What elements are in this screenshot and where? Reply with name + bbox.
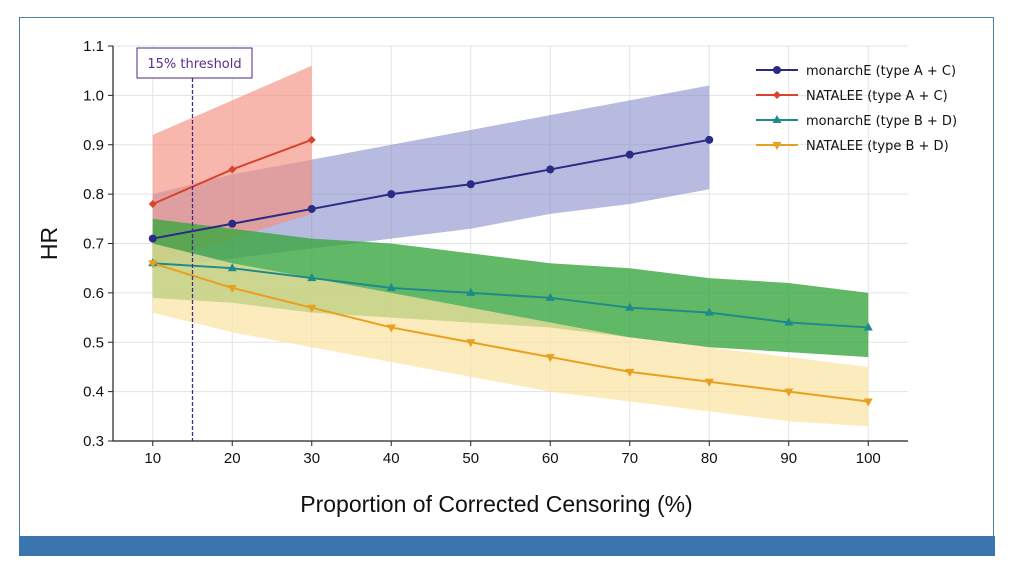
y-tick-label: 0.8 [83,186,104,203]
data-point [227,263,237,272]
series-markers [148,135,873,407]
data-point [784,317,794,326]
data-point [228,165,237,174]
data-point [466,339,476,348]
axes: 0.3 0.4 0.5 0.6 0.7 0.8 0.9 1.0 1.1 10 20 30 40 50 60 7… [83,38,908,467]
threshold-marker: 15% threshold [136,47,253,441]
x-tick-label: 100 [856,450,881,467]
data-point [307,273,317,282]
x-tick-label: 80 [701,450,718,467]
y-tick-label: 0.7 [83,236,104,253]
legend: monarchE (type A + C) NATALEE (type A + C… [756,64,957,154]
threshold-label: 15% threshold [147,57,241,72]
data-point [148,260,158,269]
y-tick-label: 1.0 [83,87,104,104]
legend-label: NATALEE (type A + C) [806,89,948,104]
data-point [545,292,555,301]
data-point [148,234,157,243]
data-point [307,135,316,144]
x-tick-label: 10 [144,450,161,467]
legend-swatch-marker [772,115,782,123]
series-line-3 [152,262,869,403]
data-point [625,302,635,311]
y-tick-label: 0.9 [83,137,104,154]
y-axis-title: HR [36,227,62,260]
x-tick-label: 40 [383,450,400,467]
confidence-bands [152,65,869,427]
legend-swatch-marker [773,66,781,74]
data-point [386,282,396,291]
data-point [545,354,555,363]
data-point [863,398,873,407]
x-tick-label: 90 [780,450,797,467]
data-point [704,307,714,316]
x-tick-label: 20 [224,450,241,467]
series-line-0 [152,138,710,240]
y-tick-label: 0.4 [83,384,104,401]
data-point [625,368,635,377]
series-line-2 [152,262,869,329]
legend-label: monarchE (type A + C) [806,64,956,79]
x-tick-label: 60 [542,450,559,467]
y-tick-label: 0.6 [83,285,104,302]
data-point [386,324,396,333]
y-tick-label: 0.3 [83,433,104,450]
data-point [307,204,316,213]
data-point [148,200,157,208]
legend-label: monarchE (type B + D) [806,114,957,129]
footer-bar [19,536,995,556]
y-tick-label: 0.5 [83,334,104,351]
data-point [466,180,475,189]
data-point [863,322,873,331]
legend-swatch-marker [772,142,782,150]
data-point [228,219,237,228]
legend-label: NATALEE (type B + D) [806,139,949,154]
data-point [704,378,714,387]
x-axis-title: Proportion of Corrected Censoring (%) [300,491,692,517]
confidence-band-3 [152,243,869,427]
data-point [466,287,476,296]
x-tick-label: 30 [303,450,320,467]
data-point [307,304,317,313]
threshold-label-box [136,47,253,79]
confidence-band-0 [152,85,710,269]
x-tick-label: 70 [621,450,638,467]
confidence-band-2 [152,218,869,358]
data-point [705,135,714,144]
legend-swatch-marker [773,91,781,99]
data-point [387,190,396,199]
data-point [784,388,794,397]
data-point [227,284,237,293]
data-point [625,150,634,159]
x-tick-label: 50 [462,450,479,467]
data-point [546,165,555,174]
y-tick-label: 1.1 [83,38,104,55]
